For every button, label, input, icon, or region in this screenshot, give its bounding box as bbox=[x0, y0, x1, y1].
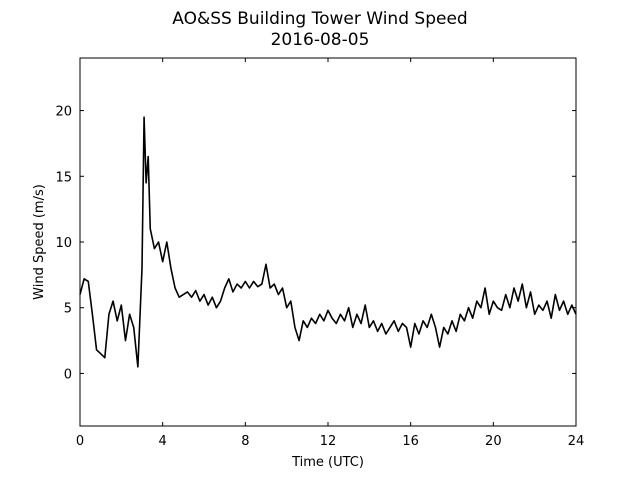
chart-title: AO&SS Building Tower Wind Speed bbox=[172, 9, 467, 29]
y-tick-label: 0 bbox=[64, 367, 72, 382]
y-axis-label: Wind Speed (m/s) bbox=[32, 184, 47, 300]
x-axis-label: Time (UTC) bbox=[291, 455, 364, 470]
y-tick-label: 20 bbox=[55, 105, 72, 120]
y-tick-label: 10 bbox=[55, 236, 72, 251]
x-tick-label: 12 bbox=[320, 434, 337, 449]
plot-frame bbox=[79, 57, 577, 427]
x-tick-label: 24 bbox=[568, 434, 585, 449]
y-tick-label: 5 bbox=[64, 302, 72, 317]
x-tick-label: 4 bbox=[159, 434, 167, 449]
x-tick-label: 20 bbox=[485, 434, 502, 449]
x-tick-label: 8 bbox=[241, 434, 249, 449]
y-tick-label: 15 bbox=[55, 170, 72, 185]
x-tick-label: 16 bbox=[402, 434, 419, 449]
chart-subtitle: 2016-08-05 bbox=[271, 30, 370, 50]
data-line bbox=[79, 116, 577, 368]
x-tick-label: 0 bbox=[76, 434, 84, 449]
